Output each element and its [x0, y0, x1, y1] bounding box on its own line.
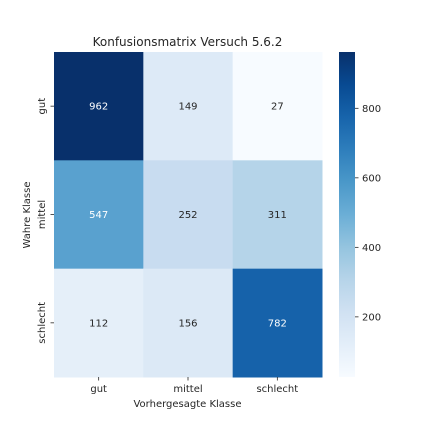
- heatmap-cell: [232, 52, 323, 161]
- heatmap-cell: [143, 52, 234, 161]
- heatmap-cell: [54, 268, 144, 378]
- cell-value-label: 27: [271, 102, 284, 113]
- y-tick-label: gut: [37, 98, 48, 115]
- x-tick-labels: gut mittel schlecht: [90, 377, 298, 395]
- heatmap-cell: [143, 268, 234, 378]
- x-tick-label: gut: [90, 384, 107, 395]
- cell-value-label: 156: [178, 318, 197, 329]
- y-tick-label: schlecht: [37, 302, 48, 344]
- heatmap-cells: 962 149 27 547 252 311 112 156 782: [54, 52, 323, 378]
- cell-value-label: 311: [268, 210, 287, 221]
- cell-value-label: 149: [178, 102, 197, 113]
- heatmap-cell: [54, 52, 144, 161]
- cell-value-label: 962: [89, 102, 108, 113]
- colorbar-tick-label: 800: [362, 104, 381, 115]
- cell-value-label: 112: [89, 318, 108, 329]
- x-tick-label: mittel: [173, 384, 202, 395]
- x-axis-label: Vorhergesagte Klasse: [133, 399, 241, 410]
- colorbar-tick-label: 400: [362, 243, 381, 254]
- cell-value-label: 782: [268, 318, 287, 329]
- y-tick-label: mittel: [37, 200, 48, 229]
- colorbar-tick-label: 600: [362, 173, 381, 184]
- y-axis-label: Wahre Klasse: [22, 182, 33, 249]
- heatmap-cell: [143, 160, 234, 270]
- colorbar-tick-label: 200: [362, 312, 381, 323]
- heatmap-cell: [232, 268, 323, 378]
- colorbar: [339, 52, 355, 377]
- chart-title: Konfusionsmatrix Versuch 5.6.2: [93, 35, 283, 49]
- heatmap-cell: [232, 160, 323, 270]
- y-tick-labels: gut mittel schlecht: [37, 98, 54, 344]
- cell-value-label: 252: [178, 210, 197, 221]
- cell-value-label: 547: [89, 210, 108, 221]
- heatmap-cell: [54, 160, 144, 270]
- x-tick-label: schlecht: [256, 384, 298, 395]
- colorbar-ticks: 200 400 600 800: [355, 104, 381, 323]
